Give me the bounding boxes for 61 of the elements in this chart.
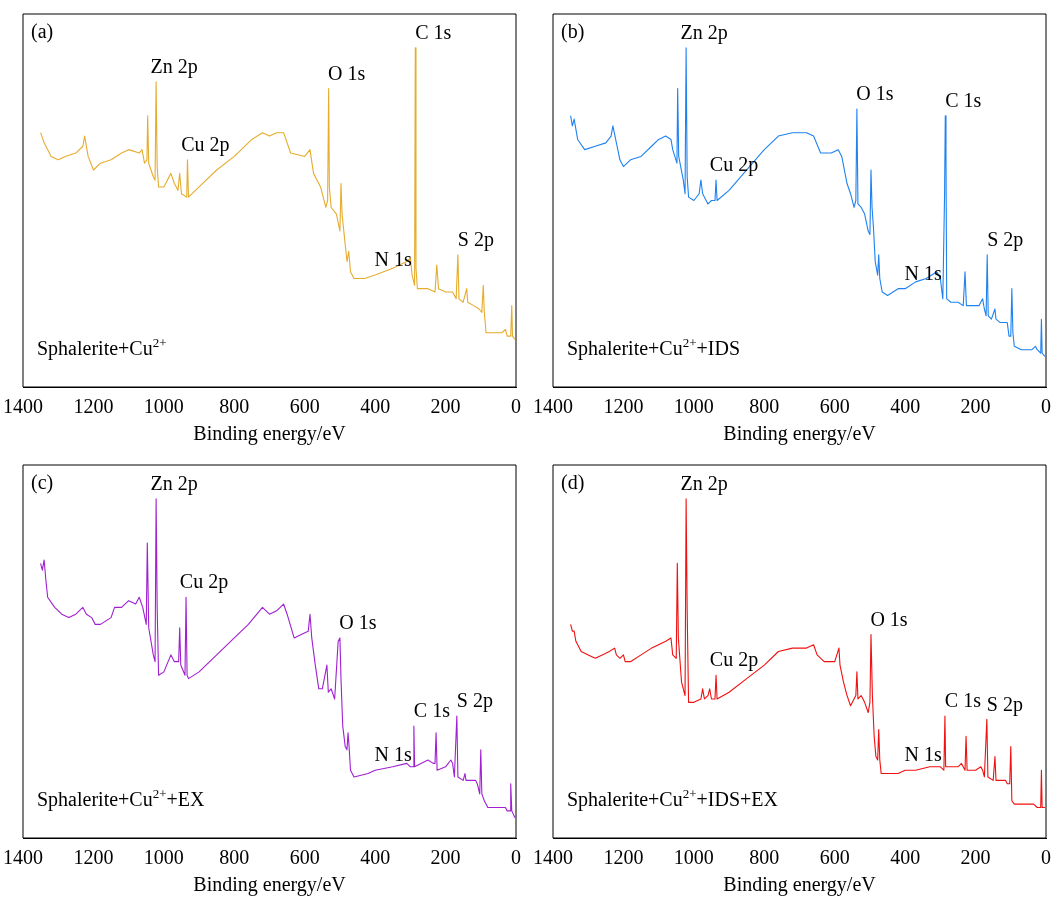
annotation: O 1s: [339, 611, 377, 634]
annotation: Cu 2p: [181, 133, 230, 157]
x-tick-label: 200: [430, 395, 461, 418]
x-tick-label: 800: [219, 395, 250, 418]
x-tick-label: 0: [511, 846, 521, 869]
chart-title: (a): [31, 20, 54, 43]
x-tick-label: 1000: [143, 846, 184, 869]
annotation: Zn 2p: [150, 55, 198, 79]
annotation: S 2p: [457, 228, 494, 251]
x-tick-label: 1000: [673, 395, 714, 418]
chart-title: (c): [31, 471, 54, 494]
annotation: O 1s: [870, 607, 908, 630]
x-axis-title: Binding energy/eV: [723, 422, 877, 446]
annotation: Cu 2p: [179, 570, 229, 594]
x-tick-label: 600: [289, 846, 320, 869]
x-tick-label: 800: [219, 846, 250, 869]
annotation: S 2p: [986, 692, 1023, 716]
x-tick-label: 0: [1041, 846, 1051, 869]
annotation: C 1s: [945, 88, 982, 111]
annotation: O 1s: [856, 82, 894, 105]
annotation: Zn 2p: [680, 472, 728, 496]
x-tick-label: 1400: [533, 846, 573, 869]
x-axis-title: Binding energy/eV: [193, 422, 347, 446]
x-tick-label: 1000: [673, 846, 714, 869]
annotation: O 1s: [328, 61, 366, 84]
x-tick-label: 200: [430, 846, 461, 869]
x-tick-label: 1200: [603, 846, 644, 869]
x-axis-title: Binding energy/eV: [723, 873, 877, 897]
annotation: N 1s: [904, 743, 942, 766]
x-tick-label: 400: [360, 395, 391, 418]
annotation: C 1s: [415, 21, 452, 44]
x-tick-label: 200: [960, 395, 991, 418]
x-tick-label: 1400: [3, 846, 43, 869]
annotation: C 1s: [944, 689, 982, 712]
x-tick-label: 0: [511, 395, 521, 418]
annotation: Cu 2p: [709, 648, 759, 672]
x-tick-label: 800: [749, 846, 780, 869]
x-tick-label: 1200: [73, 846, 114, 869]
annotation: C 1s: [413, 699, 451, 722]
x-tick-label: 400: [890, 395, 921, 418]
x-tick-label: 1400: [3, 395, 43, 418]
x-tick-label: 1400: [533, 395, 573, 418]
x-tick-label: 1200: [603, 395, 644, 418]
annotation: S 2p: [456, 689, 493, 713]
x-tick-label: 400: [890, 846, 921, 869]
x-tick-label: 1200: [73, 395, 114, 418]
annotation: N 1s: [374, 743, 412, 766]
x-tick-label: 600: [289, 395, 320, 418]
annotation: Zn 2p: [150, 472, 198, 496]
x-tick-label: 600: [819, 846, 850, 869]
annotation: Zn 2p: [680, 21, 728, 45]
x-axis-title: Binding energy/eV: [193, 873, 347, 897]
x-tick-label: 1000: [143, 395, 184, 418]
annotation: S 2p: [987, 228, 1024, 251]
x-tick-label: 800: [749, 395, 780, 418]
x-tick-label: 0: [1041, 395, 1051, 418]
x-tick-label: 600: [819, 395, 850, 418]
chart-title: (b): [561, 20, 585, 43]
x-tick-label: 400: [360, 846, 391, 869]
chart-title: (d): [561, 471, 585, 494]
x-tick-label: 200: [960, 846, 991, 869]
